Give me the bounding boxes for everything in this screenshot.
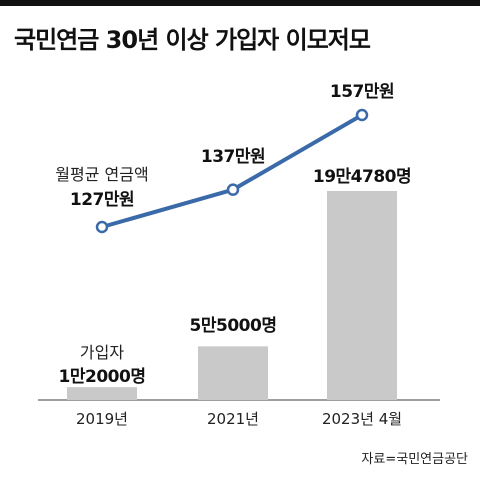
bar-series-label: 가입자 [80, 343, 124, 362]
bar-0 [67, 387, 137, 400]
labels-layer: 2019년 2021년 2023년 4월 1만2000명 5만5000명 19만4780명… [55, 82, 411, 428]
bar-value-label-0: 1만2000명 [59, 367, 146, 387]
chart-title: 국민연금 30년 이상 가입자 이모저모 [14, 26, 371, 54]
bar-1 [198, 346, 268, 400]
line-value-label-2: 157만원 [330, 82, 394, 102]
top-rule [0, 0, 480, 6]
x-tick-label-2: 2023년 4월 [322, 410, 402, 428]
line-point-2 [355, 108, 369, 122]
line-point-0 [95, 220, 109, 234]
x-tick-label-1: 2021년 [207, 410, 259, 428]
line-layer [95, 108, 369, 234]
line-point-1 [226, 183, 240, 196]
bar-value-label-1: 5만5000명 [190, 316, 277, 336]
line-value-label-0: 127만원 [70, 190, 134, 210]
line-series-label: 월평균 연금액 [55, 165, 148, 184]
source-note: 자료=국민연금공단 [361, 452, 468, 467]
line-value-label-1: 137만원 [201, 147, 265, 167]
x-tick-label-0: 2019년 [76, 410, 128, 428]
bar-2 [327, 191, 397, 400]
bar-value-label-2: 19만4780명 [313, 167, 411, 187]
bars-layer [67, 191, 397, 400]
